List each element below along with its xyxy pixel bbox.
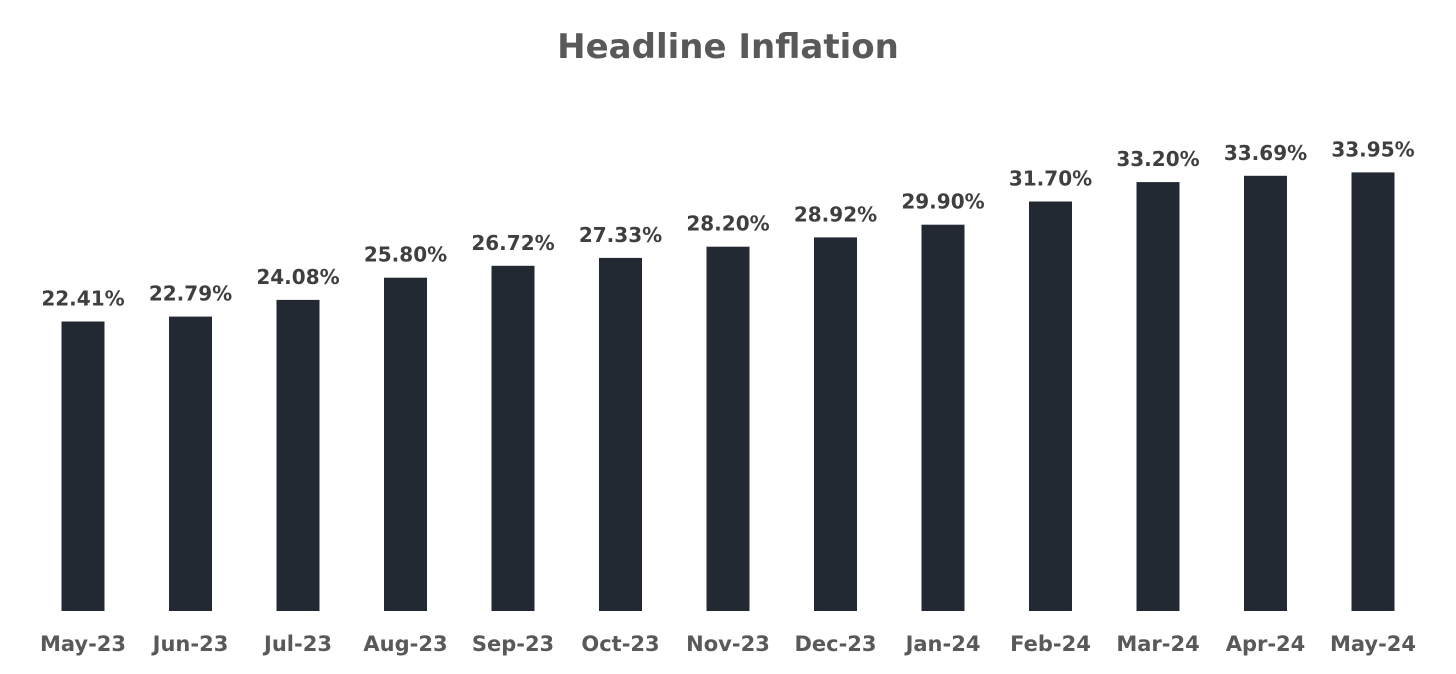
data-label-jan-24: 29.90% — [901, 190, 984, 214]
data-label-feb-24: 31.70% — [1009, 167, 1092, 191]
bar-apr-24 — [1244, 175, 1287, 612]
bar-feb-24 — [1029, 201, 1072, 611]
bar-may-23 — [61, 321, 105, 611]
data-label-mar-24: 33.20% — [1116, 147, 1199, 171]
x-tick-label-apr-24: Apr-24 — [1226, 632, 1306, 656]
data-label-nov-23: 28.20% — [686, 212, 769, 236]
data-label-may-23: 22.41% — [41, 287, 124, 311]
bar-nov-23 — [706, 246, 750, 611]
x-tick-label-jul-23: Jul-23 — [262, 632, 332, 656]
data-label-dec-23: 28.92% — [794, 202, 877, 226]
bar-jul-23 — [276, 299, 320, 611]
x-tick-label-may-23: May-23 — [40, 632, 126, 656]
bar-jun-23 — [169, 316, 212, 611]
x-tick-label-may-24: May-24 — [1330, 632, 1416, 656]
x-tick-label-jan-24: Jan-24 — [904, 632, 981, 656]
data-label-oct-23: 27.33% — [579, 223, 662, 247]
bar-jan-24 — [921, 224, 965, 611]
bar-oct-23 — [599, 257, 642, 611]
x-tick-label-aug-23: Aug-23 — [363, 632, 447, 656]
x-axis-tick-labels: May-23 Jun-23 Jul-23 Aug-23 Sep-23 Oct-23 Nov-… — [40, 632, 1416, 656]
data-label-jun-23: 22.79% — [149, 282, 232, 306]
data-label-jul-23: 24.08% — [256, 265, 339, 289]
bar-dec-23 — [814, 237, 857, 611]
chart-title: Headline Inflation — [557, 27, 899, 67]
x-tick-label-mar-24: Mar-24 — [1116, 632, 1199, 656]
x-tick-label-oct-23: Oct-23 — [581, 632, 659, 656]
bar-mar-24 — [1136, 182, 1180, 611]
data-label-apr-24: 33.69% — [1224, 141, 1307, 165]
data-label-may-24: 33.95% — [1331, 137, 1414, 161]
bar-may-24 — [1351, 172, 1395, 611]
bars-group — [61, 172, 1395, 612]
x-tick-label-feb-24: Feb-24 — [1010, 632, 1091, 656]
data-label-sep-23: 26.72% — [471, 231, 554, 255]
bar-sep-23 — [491, 265, 535, 611]
x-tick-label-jun-23: Jun-23 — [151, 632, 229, 656]
data-labels-group: 22.41% 22.79% 24.08% 25.80% 26.72% 27.33% 28.2… — [41, 137, 1414, 310]
data-label-aug-23: 25.80% — [364, 243, 447, 267]
x-tick-label-nov-23: Nov-23 — [686, 632, 770, 656]
bar-aug-23 — [384, 277, 427, 611]
x-tick-label-sep-23: Sep-23 — [472, 632, 554, 656]
x-tick-label-dec-23: Dec-23 — [794, 632, 876, 656]
